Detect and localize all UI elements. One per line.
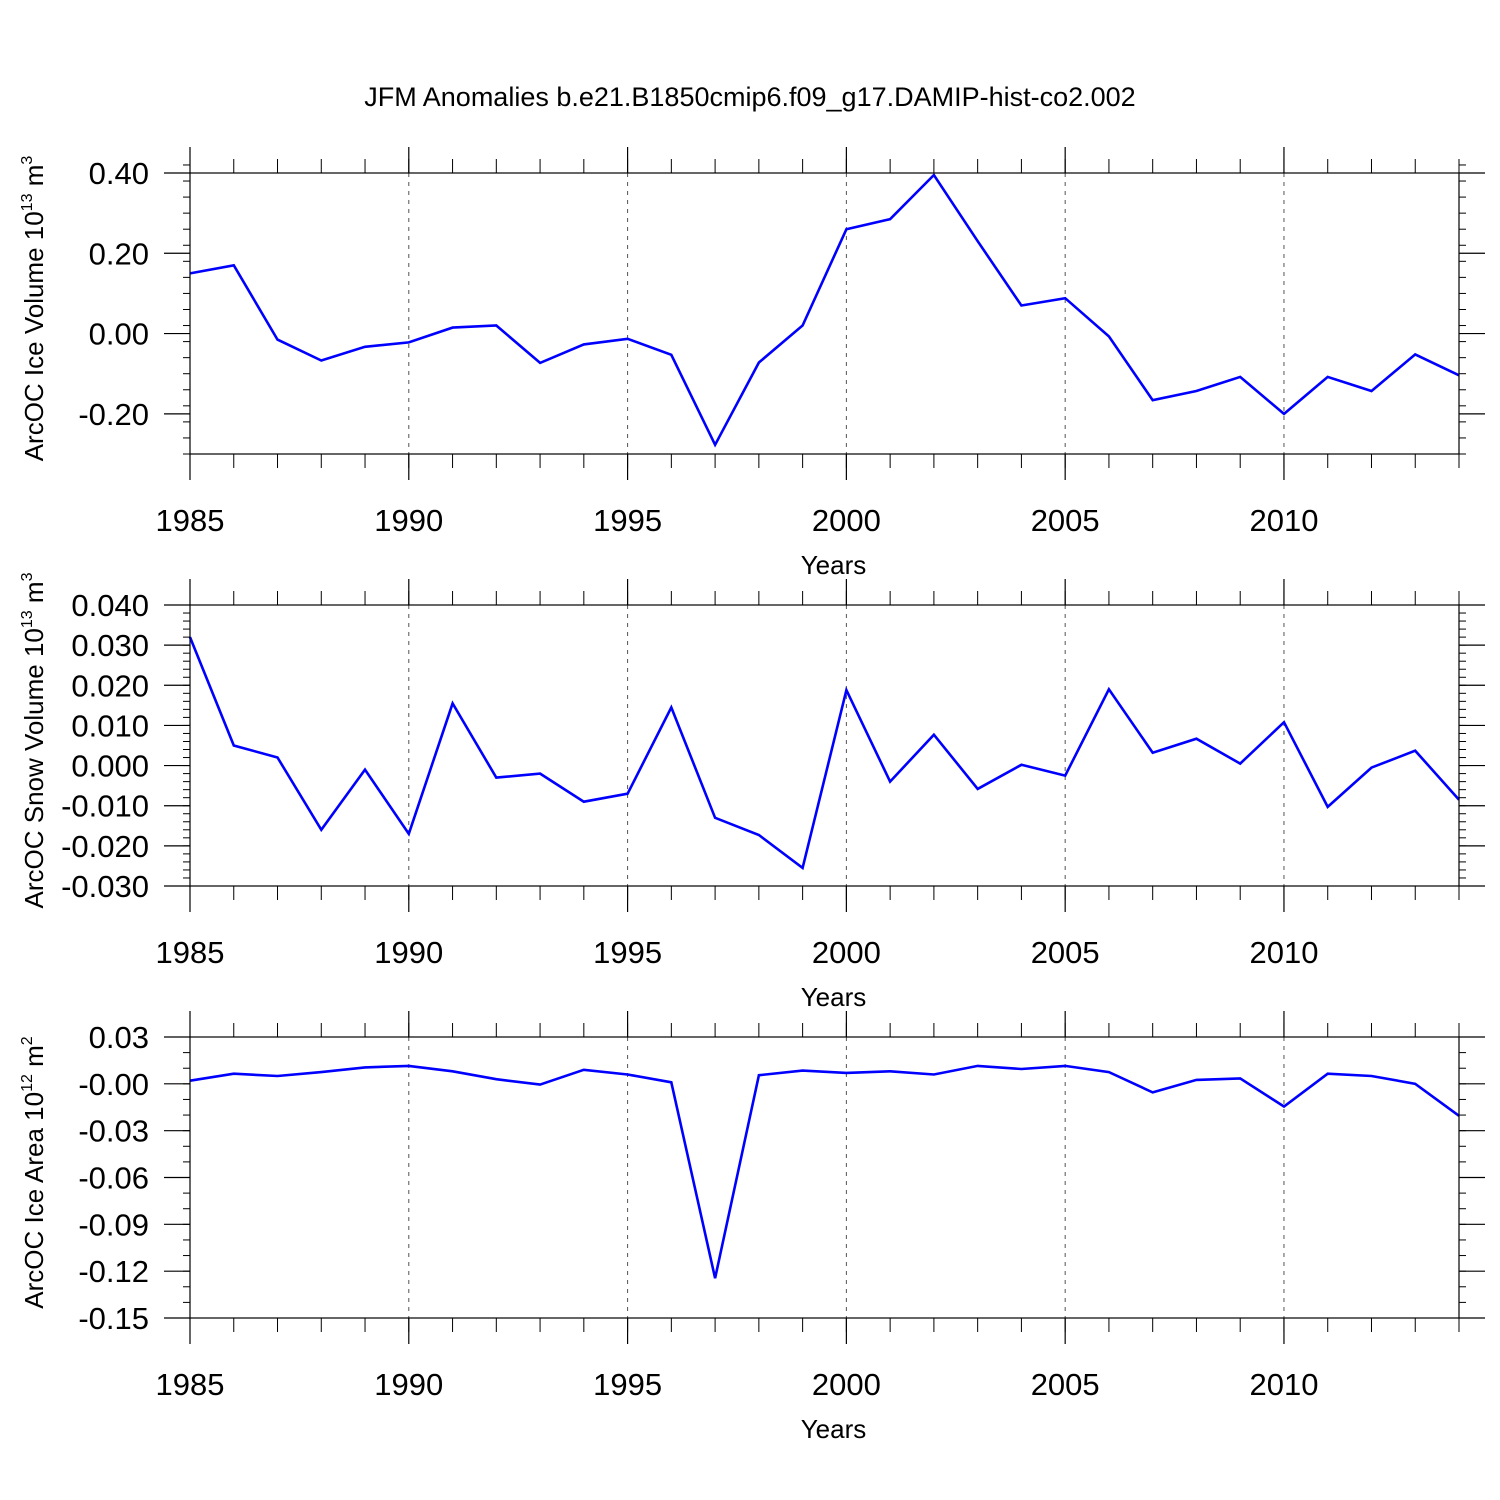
y-tick-label: 0.00 xyxy=(89,317,149,352)
panel-ice-area: 0.03 -0.00 -0.03 -0.06 -0.09 -0.12 -0.15 1985 1… xyxy=(19,1011,1485,1444)
x-tick-label: 2000 xyxy=(812,1367,881,1402)
series-line-ice-volume xyxy=(189,172,1460,448)
y-axis-title: ArcOC Snow Volume 1013 m3 xyxy=(19,572,49,908)
y-axis-title-main: ArcOC Ice Volume 10 xyxy=(19,211,49,461)
x-tick-label: 1985 xyxy=(156,935,225,970)
y-tick-label: 0.040 xyxy=(71,588,149,623)
y-axis-title-exponent: 13 xyxy=(19,610,36,628)
chart-title: JFM Anomalies b.e21.B1850cmip6.f09_g17.D… xyxy=(364,82,1135,112)
x-tick-label: 1990 xyxy=(374,503,443,538)
y-axis-title: ArcOC Ice Volume 1013 m3 xyxy=(19,156,49,462)
series-line-ice-area xyxy=(189,1064,1460,1279)
y-tick-label: -0.020 xyxy=(61,829,149,864)
y-tick-label: 0.020 xyxy=(71,668,149,703)
y-axis-title-unit: m xyxy=(19,165,49,187)
panel-snow-volume: 0.040 0.030 0.020 0.010 0.000 -0.010 -0.020 -0.… xyxy=(19,572,1485,1012)
x-tick-label: 2010 xyxy=(1249,503,1318,538)
x-tick-label: 1990 xyxy=(374,935,443,970)
x-tick-label: 1985 xyxy=(156,503,225,538)
x-tick-label: 1985 xyxy=(156,1367,225,1402)
plot-frame xyxy=(189,1036,1460,1319)
y-tick-label: -0.06 xyxy=(78,1161,149,1196)
x-tick-label: 2005 xyxy=(1031,1367,1100,1402)
y-axis-title-main: ArcOC Snow Volume 10 xyxy=(19,628,49,908)
x-tick-label: 2000 xyxy=(812,503,881,538)
y-tick-label: 0.20 xyxy=(89,236,149,271)
y-tick-label: -0.030 xyxy=(61,869,149,904)
y-axis-title-exponent: 13 xyxy=(19,193,36,211)
x-tick-label: 1995 xyxy=(593,503,662,538)
x-tick-label: 2010 xyxy=(1249,935,1318,970)
plot-frame xyxy=(189,604,1460,887)
y-axis-title-unit: m xyxy=(19,1045,49,1067)
x-tick-label: 2000 xyxy=(812,935,881,970)
y-tick-label: 0.010 xyxy=(71,708,149,743)
x-tick-label: 1995 xyxy=(593,935,662,970)
y-tick-label: -0.03 xyxy=(78,1114,149,1149)
y-axis-title: ArcOC Ice Area 1012 m2 xyxy=(19,1036,49,1308)
y-axis-title-unit-exponent: 3 xyxy=(19,572,36,581)
y-tick-label: -0.00 xyxy=(78,1067,149,1102)
y-axis-title-unit-exponent: 3 xyxy=(19,156,36,165)
y-tick-label: 0.40 xyxy=(89,156,149,191)
y-axis-title-unit-exponent: 2 xyxy=(19,1036,36,1045)
y-tick-label: 0.03 xyxy=(89,1020,149,1055)
x-tick-label: 1995 xyxy=(593,1367,662,1402)
plot-frame xyxy=(189,172,1460,455)
x-axis-title: Years xyxy=(801,1414,867,1444)
x-axis-title: Years xyxy=(801,982,867,1012)
x-tick-label: 1990 xyxy=(374,1367,443,1402)
x-tick-label: 2010 xyxy=(1249,1367,1318,1402)
y-tick-label: -0.15 xyxy=(78,1301,149,1336)
y-tick-label: -0.20 xyxy=(78,397,149,432)
y-axis-title-exponent: 12 xyxy=(19,1074,36,1092)
y-tick-label: 0.000 xyxy=(71,749,149,784)
x-tick-label: 2005 xyxy=(1031,503,1100,538)
y-tick-label: -0.12 xyxy=(78,1254,149,1289)
y-axis-title-unit: m xyxy=(19,581,49,603)
y-tick-label: -0.010 xyxy=(61,789,149,824)
series-line-snow-volume xyxy=(188,636,1460,871)
x-tick-label: 2005 xyxy=(1031,935,1100,970)
y-axis-title-main: ArcOC Ice Area 10 xyxy=(19,1092,49,1309)
x-axis-title: Years xyxy=(801,550,867,580)
y-tick-label: 0.030 xyxy=(71,628,149,663)
panel-ice-volume: 0.40 0.20 0.00 -0.20 1985 1990 1995 2000 2005 20… xyxy=(19,147,1485,580)
y-tick-label: -0.09 xyxy=(78,1207,149,1242)
